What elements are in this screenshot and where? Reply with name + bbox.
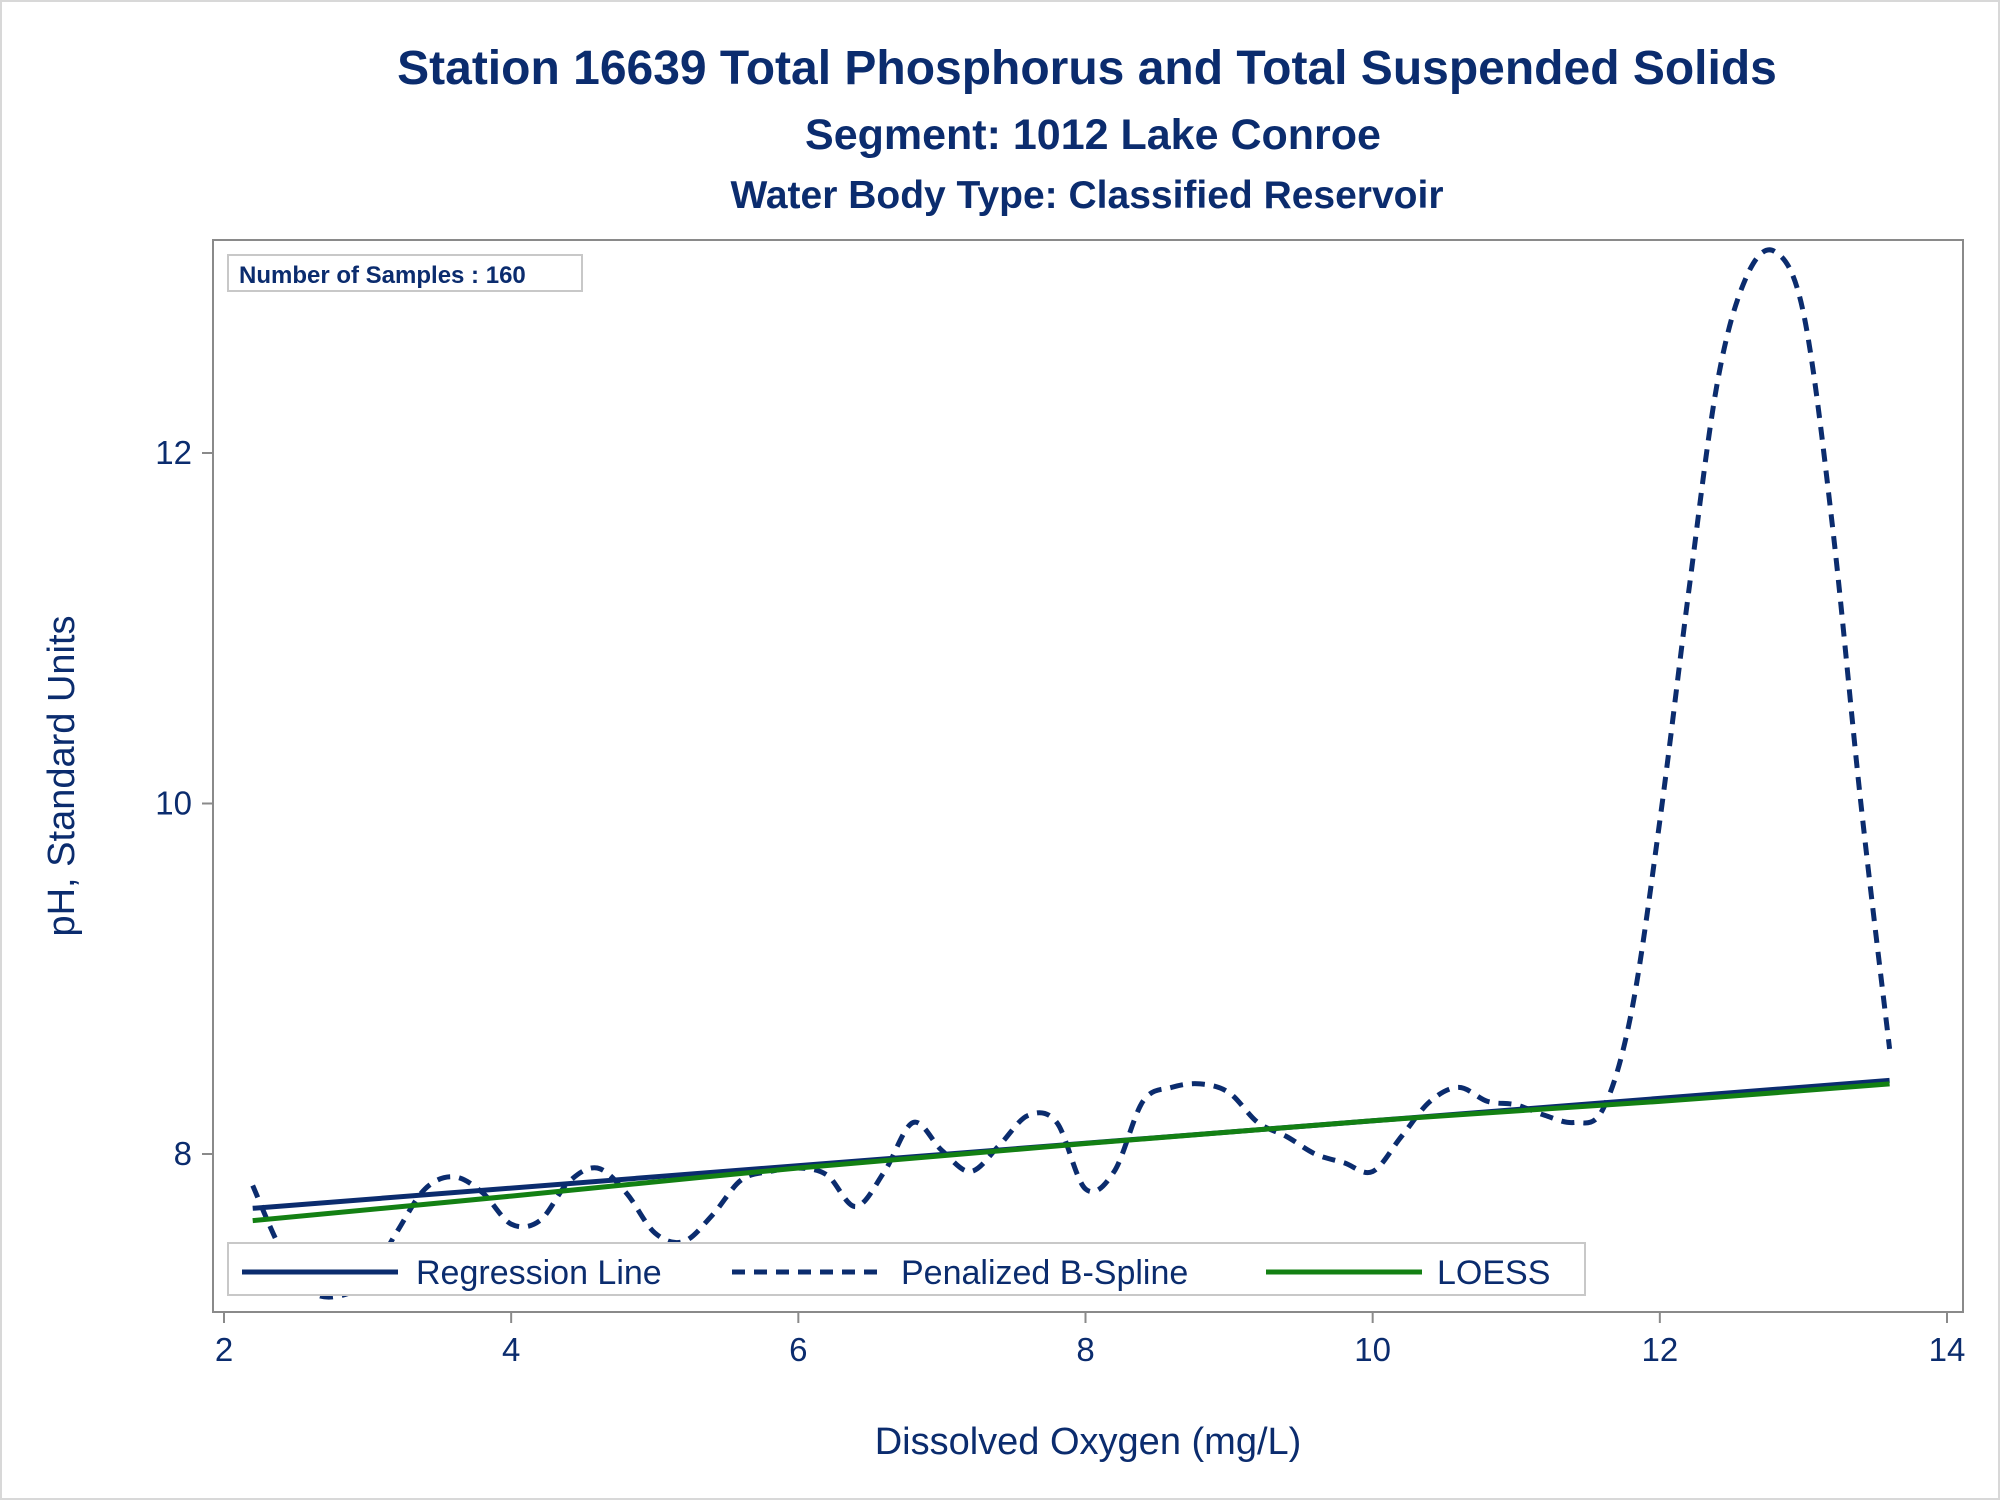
samples-inset-box — [227, 254, 583, 292]
chart-title: Station 16639 Total Phosphorus and Total… — [397, 42, 1777, 95]
legend-label-loess: LOESS — [1437, 1254, 1550, 1292]
x-tick-label-2: 6 — [789, 1331, 807, 1368]
x-tick-label-4: 10 — [1354, 1331, 1391, 1368]
y-tick-label-0: 8 — [174, 1135, 192, 1172]
x-tick-label-0: 2 — [215, 1331, 233, 1368]
x-axis: 2 4 6 8 10 12 14 — [215, 1312, 1966, 1368]
penalized-bspline-curve — [250, 247, 1893, 1300]
x-tick-label-3: 8 — [1076, 1331, 1094, 1368]
x-tick-label-1: 4 — [502, 1331, 520, 1368]
legend-label-spline: Penalized B-Spline — [901, 1254, 1188, 1292]
samples-inset-text: Number of Samples : 160 — [239, 262, 526, 289]
x-axis-label: Dissolved Oxygen (mg/L) — [875, 1421, 1302, 1463]
legend: Regression Line Penalized B-Spline LOESS — [227, 1242, 1586, 1296]
legend-label-regression: Regression Line — [416, 1254, 662, 1292]
chart-subtitle-waterbody: Water Body Type: Classified Reservoir — [730, 174, 1443, 217]
x-tick-label-6: 14 — [1929, 1331, 1966, 1368]
x-tick-label-5: 12 — [1641, 1331, 1678, 1368]
y-axis-label: pH, Standard Units — [41, 615, 83, 936]
y-tick-label-2: 12 — [155, 434, 192, 471]
y-tick-label-1: 10 — [155, 785, 192, 822]
chart-subtitle-segment: Segment: 1012 Lake Conroe — [805, 111, 1381, 159]
samples-inset: Number of Samples : 160 — [227, 254, 583, 292]
plot-area — [212, 239, 1964, 1313]
legend-box — [227, 1242, 1586, 1296]
y-axis: 8 10 12 — [155, 434, 213, 1172]
series-layer — [250, 247, 1893, 1300]
loess-curve — [252, 1081, 1890, 1224]
